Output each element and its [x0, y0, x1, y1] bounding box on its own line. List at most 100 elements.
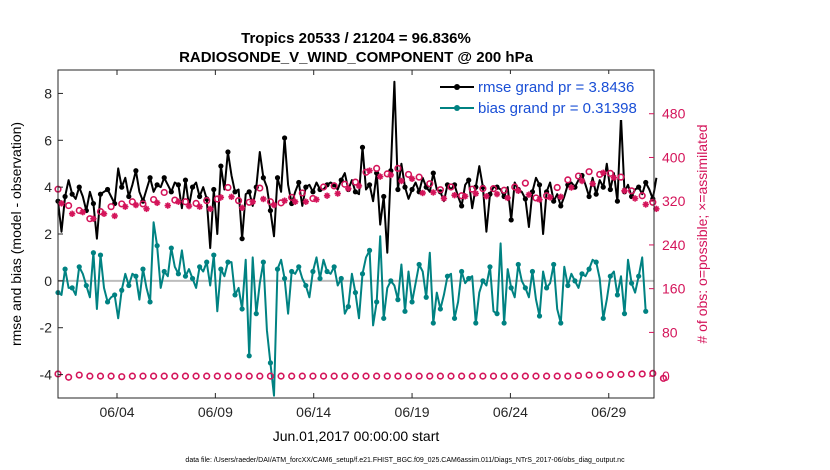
point-bias-grand-pr-0-31398 [267, 360, 274, 366]
point-bias-grand-pr-0-31398 [154, 243, 160, 249]
point-bias-grand-pr-0-31398 [260, 259, 266, 265]
point-obs-near-zero-possible [149, 372, 158, 380]
point-obs-possible [468, 185, 476, 193]
point-obs-near-zero-possible [574, 371, 583, 380]
point-obs-near-zero-possible [309, 372, 317, 380]
point-bias-grand-pr-0-31398 [423, 294, 429, 300]
point-bias-grand-pr-0-31398 [473, 320, 479, 326]
point-obs-near-zero-possible [532, 372, 540, 380]
point-rmse-grand-pr-3-8436 [197, 193, 203, 200]
point-rmse-grand-pr-3-8436 [133, 168, 139, 174]
point-rmse-grand-pr-3-8436 [246, 189, 252, 195]
point-obs-near-zero-possible [362, 372, 370, 380]
point-bias-grand-pr-0-31398 [607, 273, 613, 279]
point-obs-near-zero-possible [181, 372, 190, 380]
point-obs-near-zero-possible [394, 372, 402, 380]
point-obs-possible [415, 173, 423, 181]
point-bias-grand-pr-0-31398 [303, 282, 309, 289]
point-bias-grand-pr-0-31398 [338, 275, 344, 282]
series-layer [54, 80, 668, 397]
point-rmse-grand-pr-3-8436 [296, 179, 302, 186]
point-rmse-grand-pr-3-8436 [643, 179, 649, 186]
point-bias-grand-pr-0-31398 [437, 306, 443, 312]
y-tick-label-right: 160 [662, 281, 686, 297]
point-obs-possible [234, 197, 243, 205]
point-bias-grand-pr-0-31398 [161, 268, 167, 275]
point-obs-assimilated [164, 202, 171, 209]
point-obs-assimilated [546, 194, 554, 201]
point-rmse-grand-pr-3-8436 [381, 193, 387, 200]
point-bias-grand-pr-0-31398 [274, 266, 281, 272]
point-obs-assimilated [334, 190, 341, 197]
point-obs-assimilated [376, 173, 384, 180]
y-tick-label-left: 8 [44, 85, 52, 101]
point-bias-grand-pr-0-31398 [331, 264, 337, 270]
point-obs-assimilated [451, 191, 458, 199]
series-line-bias-grand-pr-0-31398 [57, 221, 647, 397]
x-tick-label: 06/14 [296, 404, 331, 420]
point-bias-grand-pr-0-31398 [536, 313, 543, 319]
point-bias-grand-pr-0-31398 [494, 311, 500, 317]
point-obs-near-zero-possible [500, 372, 508, 380]
point-obs-assimilated [461, 193, 469, 200]
point-obs-near-zero-possible [426, 372, 434, 380]
point-rmse-grand-pr-3-8436 [402, 184, 408, 190]
point-obs-near-zero-possible [638, 370, 646, 378]
point-obs-assimilated [132, 201, 140, 209]
point-rmse-grand-pr-3-8436 [211, 186, 217, 193]
point-obs-possible [149, 195, 158, 204]
point-bias-grand-pr-0-31398 [90, 250, 97, 256]
point-obs-near-zero-possible [606, 370, 614, 379]
point-obs-assimilated [430, 189, 437, 196]
point-obs-possible [404, 170, 413, 179]
point-obs-possible [521, 179, 529, 187]
point-rmse-grand-pr-3-8436 [274, 175, 281, 181]
point-obs-possible [426, 180, 434, 188]
point-obs-possible [139, 200, 147, 208]
point-obs-assimilated [642, 201, 649, 208]
point-bias-grand-pr-0-31398 [69, 285, 75, 291]
legend: rmse grand pr = 3.8436 bias grand pr = 0… [434, 74, 648, 120]
point-rmse-grand-pr-3-8436 [281, 135, 288, 141]
point-rmse-grand-pr-3-8436 [303, 184, 309, 190]
point-bias-grand-pr-0-31398 [324, 268, 330, 275]
point-rmse-grand-pr-3-8436 [119, 184, 125, 190]
point-bias-grand-pr-0-31398 [459, 268, 465, 275]
point-obs-assimilated [483, 193, 490, 200]
point-bias-grand-pr-0-31398 [374, 299, 380, 305]
point-bias-grand-pr-0-31398 [416, 261, 422, 268]
point-obs-assimilated [472, 190, 479, 197]
point-bias-grand-pr-0-31398 [565, 282, 571, 289]
point-obs-near-zero-possible [213, 372, 221, 380]
point-rmse-grand-pr-3-8436 [76, 184, 82, 190]
point-rmse-grand-pr-3-8436 [352, 189, 359, 195]
point-bias-grand-pr-0-31398 [211, 252, 217, 258]
point-bias-grand-pr-0-31398 [359, 271, 366, 277]
point-obs-possible [627, 187, 636, 195]
point-obs-assimilated [207, 205, 214, 213]
point-obs-near-zero-possible [489, 372, 498, 380]
point-obs-near-zero-possible [617, 370, 625, 379]
point-obs-assimilated [238, 204, 246, 211]
point-bias-grand-pr-0-31398 [636, 273, 642, 279]
point-obs-assimilated [249, 198, 256, 205]
point-bias-grand-pr-0-31398 [168, 245, 174, 251]
point-obs-possible [266, 198, 275, 206]
point-rmse-grand-pr-3-8436 [90, 200, 97, 207]
point-obs-near-zero-possible [521, 372, 529, 380]
point-rmse-grand-pr-3-8436 [430, 170, 436, 176]
point-obs-possible [479, 185, 487, 193]
point-obs-possible [319, 183, 328, 191]
point-rmse-grand-pr-3-8436 [239, 236, 245, 242]
point-bias-grand-pr-0-31398 [388, 278, 394, 284]
y-tick-label-left: -4 [40, 367, 53, 383]
point-rmse-grand-pr-3-8436 [366, 182, 373, 188]
point-obs-assimilated [302, 198, 310, 205]
point-obs-possible [489, 185, 498, 193]
point-bias-grand-pr-0-31398 [628, 280, 635, 286]
point-obs-assimilated [100, 210, 108, 217]
point-obs-assimilated [185, 202, 193, 210]
point-obs-possible [553, 183, 561, 192]
point-bias-grand-pr-0-31398 [246, 353, 252, 359]
point-bias-grand-pr-0-31398 [253, 311, 259, 317]
